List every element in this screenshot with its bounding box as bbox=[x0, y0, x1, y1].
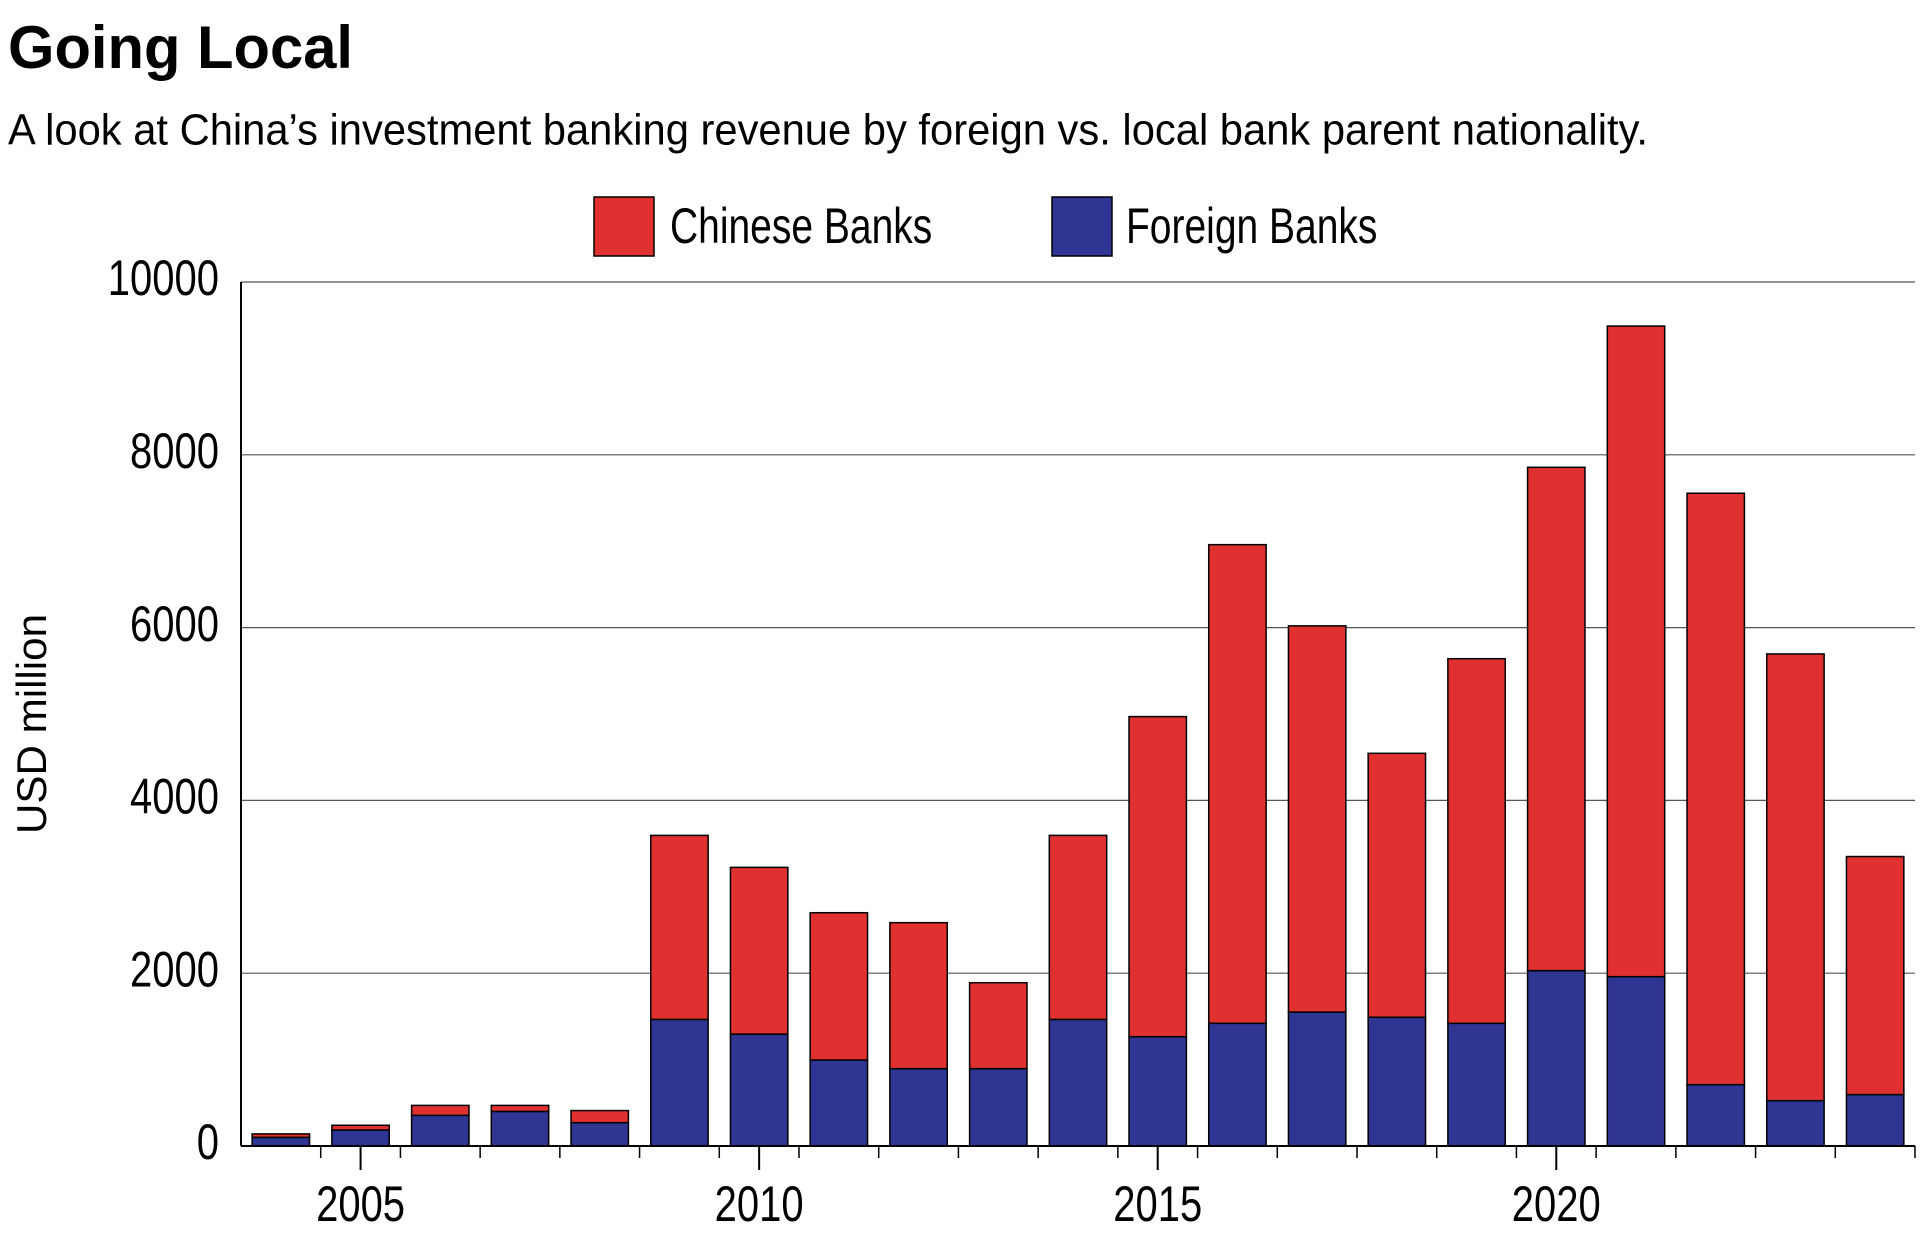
bar-segment bbox=[1048, 834, 1108, 1021]
bar-segment bbox=[1128, 1035, 1188, 1147]
chart-title: Going Local bbox=[8, 14, 353, 81]
bar-segment bbox=[729, 1033, 789, 1147]
bar-segment bbox=[1367, 752, 1427, 1019]
x-tick-label: 2015 bbox=[1113, 1176, 1202, 1232]
bar-segment bbox=[570, 1121, 630, 1147]
bar-segment bbox=[1686, 1083, 1746, 1147]
bar-segment bbox=[251, 1136, 311, 1147]
bar-segment bbox=[649, 1018, 709, 1147]
y-axis-label: USD million bbox=[8, 614, 55, 834]
y-tick-label: 10000 bbox=[108, 250, 219, 306]
bar-segment bbox=[1367, 1016, 1427, 1147]
x-tick-label: 2005 bbox=[316, 1176, 405, 1232]
y-tick-label: 2000 bbox=[130, 941, 219, 997]
bar-segment bbox=[1287, 1011, 1347, 1147]
bar-segment bbox=[490, 1104, 550, 1113]
legend-label: Foreign Banks bbox=[1126, 197, 1377, 254]
bar-segment bbox=[649, 834, 709, 1021]
bar-segment bbox=[410, 1104, 470, 1117]
bar-segment bbox=[1207, 1022, 1267, 1147]
bar-segment bbox=[1686, 492, 1746, 1086]
bar-segment bbox=[490, 1110, 550, 1147]
bar-segment bbox=[968, 1067, 1028, 1147]
bar-segment bbox=[1526, 969, 1586, 1147]
bar-segment bbox=[1845, 855, 1905, 1096]
bar-segment bbox=[1287, 625, 1347, 1013]
bar-segment bbox=[1048, 1018, 1108, 1147]
bar-segment bbox=[331, 1124, 391, 1131]
bar-segment bbox=[331, 1129, 391, 1147]
bar-segment bbox=[251, 1133, 311, 1139]
bar-segment bbox=[1606, 975, 1666, 1147]
legend-swatch bbox=[1051, 196, 1113, 257]
bar-segment bbox=[1128, 715, 1188, 1038]
y-tick-label: 0 bbox=[197, 1114, 219, 1170]
bar-segment bbox=[968, 981, 1028, 1070]
chart-subtitle: A look at China’s investment banking rev… bbox=[8, 106, 1648, 155]
bar-segment bbox=[1526, 466, 1586, 972]
bar-segment bbox=[889, 921, 949, 1070]
bar-segment bbox=[809, 911, 869, 1061]
bar-segment bbox=[729, 866, 789, 1035]
bar-segment bbox=[1765, 1099, 1825, 1147]
bar-segment bbox=[410, 1114, 470, 1147]
bar-segment bbox=[1207, 543, 1267, 1025]
legend-label: Chinese Banks bbox=[670, 197, 932, 254]
bar-segment bbox=[1845, 1093, 1905, 1147]
bar-segment bbox=[809, 1059, 869, 1147]
y-tick-label: 4000 bbox=[130, 768, 219, 824]
x-tick-label: 2020 bbox=[1512, 1176, 1601, 1232]
bar-segment bbox=[1765, 653, 1825, 1102]
bar-segment bbox=[570, 1109, 630, 1124]
x-tick-label: 2010 bbox=[715, 1176, 804, 1232]
legend-swatch bbox=[593, 196, 655, 257]
bar-segment bbox=[1447, 657, 1507, 1025]
bar-segment bbox=[889, 1067, 949, 1147]
bar-segment bbox=[1447, 1022, 1507, 1147]
y-tick-label: 8000 bbox=[130, 423, 219, 479]
y-tick-label: 6000 bbox=[130, 596, 219, 652]
bar-segment bbox=[1606, 325, 1666, 978]
